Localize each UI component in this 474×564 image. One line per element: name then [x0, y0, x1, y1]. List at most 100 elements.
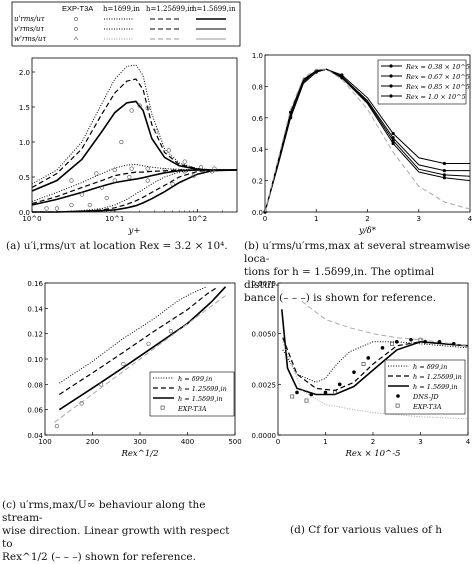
x-tick-label: 300: [133, 438, 146, 446]
x-tick-label: 10^0: [22, 215, 41, 223]
legend-entry-label: h = 1.5δ99,in: [413, 383, 458, 391]
series-line-0: [264, 68, 470, 213]
y-tick-label: 0.06: [27, 407, 43, 415]
series-marker: [314, 70, 318, 74]
series-line-7: [31, 169, 237, 205]
caption-c-line3: Rex^1/2 (– – –) shown for reference.: [2, 551, 196, 563]
top-legend: EXP-T3A h=1δ99,in h=1.25δ99,in h=1.5δ99,…: [11, 1, 241, 47]
series-marker: [442, 173, 446, 177]
caption-b-line3: bance (– – –) is shown for reference.: [244, 292, 437, 304]
exp-circle-marker: [54, 424, 59, 429]
x-tick-label: 4: [466, 438, 471, 446]
panel-c: 0.04 0.06 0.08 0.10 0.12 0.14 0.16 100 200 300 400…: [27, 280, 241, 459]
series-line-2: [58, 286, 227, 411]
exp-circle-marker: [87, 202, 92, 208]
legend-h1-lines: [104, 18, 134, 40]
caption-a: (a) u′i,rms/uτ at location Rex = 3.2 × 1…: [6, 240, 228, 252]
y-tick-label: 0.04: [27, 432, 43, 440]
y-tick-label: 0.5: [19, 174, 30, 182]
y-tick-label: 0.0000: [252, 432, 277, 440]
caption-c: (c) u′rms,max/U∞ behaviour along the str…: [2, 499, 240, 564]
y-tick-label: 0.4: [252, 146, 264, 154]
series-line-3: [54, 295, 226, 423]
plot-frame: [31, 57, 238, 213]
caption-d: (d) Cf for various values of h: [290, 524, 443, 536]
legend-entry-label: Rex = 0.85 × 10^5: [405, 83, 470, 91]
legend-entry-label: h = 1.25δ99,in: [178, 385, 227, 393]
exp-circle-marker: [154, 129, 159, 134]
y-tick-label: 0.8: [252, 83, 263, 91]
y-tick-label: 0.16: [27, 280, 43, 288]
x-tick-label: 1: [323, 438, 327, 446]
exp-circle-marker: [145, 106, 150, 111]
series-line-4: [282, 341, 469, 420]
legend-col-h1: h=1δ99,in: [103, 5, 140, 13]
series-marker: [391, 141, 395, 146]
series-line-4: [32, 169, 237, 213]
y-tick-label: 0.14: [27, 305, 43, 313]
exp-circle-marker: [182, 169, 187, 174]
series-marker: [391, 131, 395, 136]
x-tick-label: 4: [468, 215, 473, 223]
exp-circle-marker: [119, 139, 124, 145]
series-line-0: [282, 341, 469, 383]
caption-b-line2: tions for h = 1.5δ99,in. The optimal dis…: [244, 266, 435, 291]
legend-marker-sample: [389, 94, 393, 98]
legend-marker-sample: [389, 84, 393, 88]
series-marker: [442, 176, 446, 180]
series-marker: [442, 161, 446, 166]
dns-marker: [295, 390, 299, 395]
dns-marker: [309, 392, 314, 397]
legend-h125-lines: [150, 18, 180, 40]
x-axis-label: y/δ*: [358, 226, 377, 236]
series-marker: [340, 76, 344, 80]
exp-circle-marker: [79, 401, 84, 406]
y-tick-label: 0.0: [252, 209, 263, 217]
legend-entry-label: Rex = 1.0 × 10^5: [405, 93, 466, 101]
x-tick-label: 3: [417, 215, 421, 223]
legend-col-h125: h=1.25δ99,in: [146, 5, 195, 13]
exp-circle-marker: [79, 192, 84, 197]
exp-circle-marker: [69, 202, 74, 208]
y-tick-label: 0.12: [27, 331, 43, 339]
exp-circle-marker: [146, 341, 151, 346]
legend-entry-label: h = δ99,in: [413, 363, 447, 371]
legend-exp-markers: [73, 17, 79, 41]
legend-row-w: w'rms/uτ: [14, 35, 46, 43]
series-line-1: [58, 287, 217, 396]
y-tick-label: 0.0075: [252, 280, 277, 288]
series-line-8: [31, 169, 237, 206]
figure: EXP-T3A h=1δ99,in h=1.25δ99,in h=1.5δ99,…: [11, 1, 473, 459]
legend-entry-label: h = δ99,in: [178, 375, 212, 383]
dns-marker: [366, 356, 371, 360]
exp-circle-marker: [145, 166, 150, 171]
caption-c-line1: (c) u′rms,max/U∞ behaviour along the str…: [2, 499, 206, 524]
legend-row-v: v'rms/uτ: [14, 25, 44, 33]
caption-b: (b) u′rms/u′rms,max at several streamwis…: [244, 240, 472, 305]
legend-entry-label: Rex = 0.67 × 10^5: [405, 73, 470, 81]
legend-entry-label: h = 1.5δ99,in: [178, 395, 223, 403]
exp-square-marker: [418, 337, 423, 342]
exp-circle-marker: [121, 361, 126, 367]
series-line-2: [281, 309, 469, 396]
exp-circle-marker: [168, 329, 173, 334]
series-line-1: [31, 78, 237, 189]
exp-circle-marker: [99, 185, 105, 190]
exp-circle-marker: [162, 167, 167, 173]
exp-circle-marker: [170, 181, 175, 187]
dns-marker: [394, 339, 399, 344]
exp-square-marker: [304, 398, 309, 403]
series-line-0: [31, 64, 237, 185]
y-tick-label: 0.6: [252, 115, 264, 123]
x-axis-label: y+: [128, 226, 141, 236]
x-tick-label: 2: [365, 215, 369, 223]
y-tick-label: 1.0: [19, 139, 30, 147]
series-line-5: [32, 169, 238, 213]
exp-circle-marker: [98, 382, 104, 387]
y-tick-label: 1.5: [19, 104, 30, 112]
panel-d: 0.0000 0.0025 0.0050 0.0075 0 1 2 3 4 Rex × 10^-5…: [252, 280, 471, 459]
y-tick-label: 0.10: [27, 356, 43, 364]
exp-circle-marker: [145, 178, 150, 183]
series-marker: [442, 169, 446, 173]
series-line-3: [264, 68, 471, 213]
